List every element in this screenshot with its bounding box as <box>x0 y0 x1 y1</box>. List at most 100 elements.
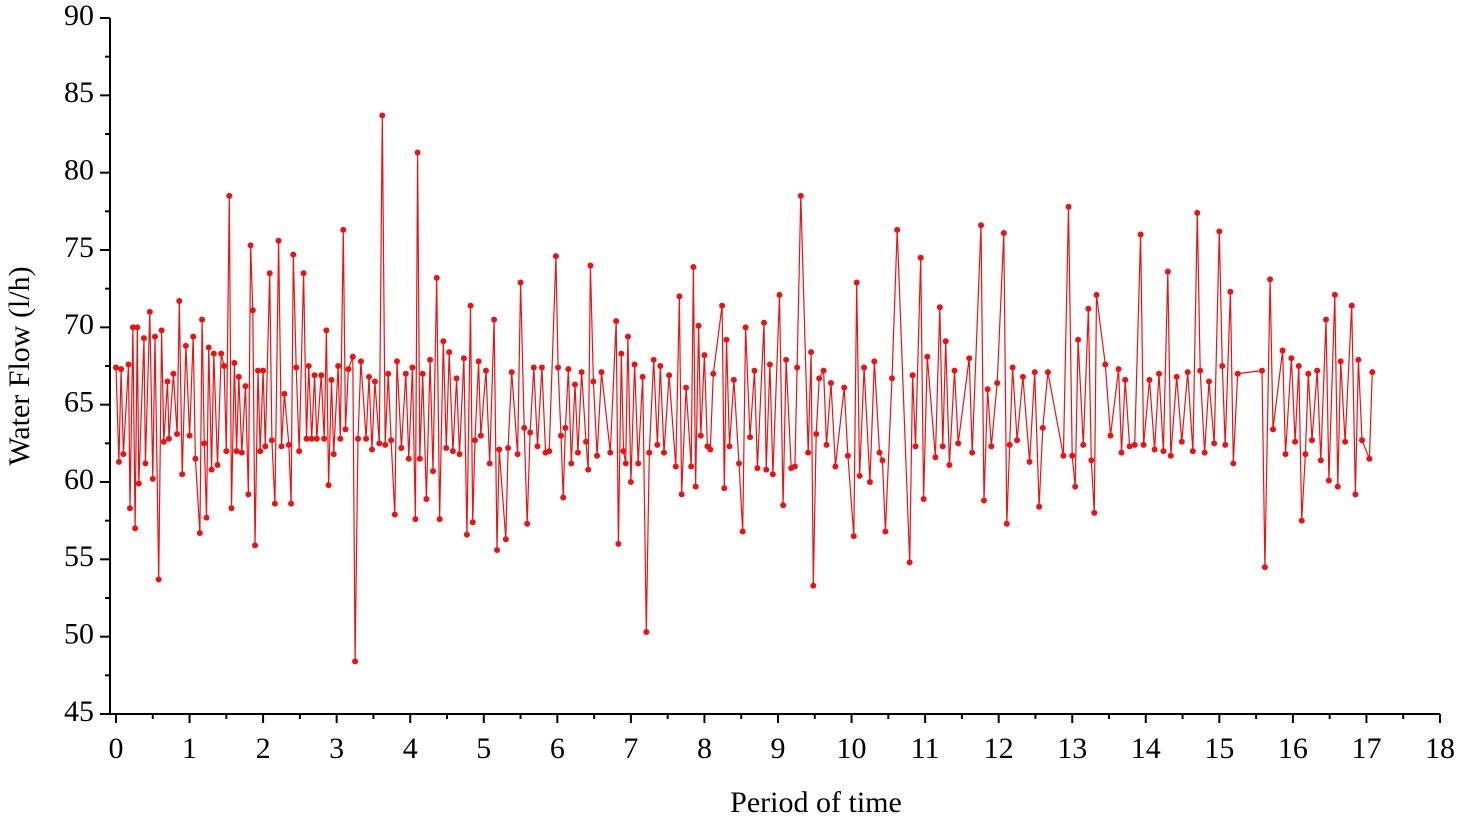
data-point <box>371 378 378 385</box>
data-point <box>379 112 386 119</box>
data-point <box>805 449 812 456</box>
data-point <box>354 435 361 442</box>
x-axis-label: Period of time <box>730 786 902 819</box>
data-point <box>1118 449 1125 456</box>
data-point <box>1107 432 1114 439</box>
data-point <box>1211 440 1218 447</box>
data-point <box>268 437 275 444</box>
x-tick-label: 0 <box>109 732 124 765</box>
x-tick-label: 8 <box>697 732 712 765</box>
data-point <box>690 264 697 271</box>
data-point <box>260 367 267 374</box>
data-point <box>311 372 318 379</box>
x-tick-label: 13 <box>1057 732 1087 765</box>
data-point <box>683 384 690 391</box>
data-point <box>695 322 702 329</box>
data-point <box>894 226 901 233</box>
data-point <box>190 333 197 340</box>
data-point <box>524 520 531 527</box>
data-point <box>1201 449 1208 456</box>
data-point <box>340 226 347 233</box>
data-point <box>726 443 733 450</box>
data-point <box>165 435 172 442</box>
data-point <box>1009 364 1016 371</box>
data-point <box>823 441 830 448</box>
data-point <box>494 547 501 554</box>
data-point <box>639 373 646 380</box>
data-point <box>414 149 421 156</box>
data-point <box>170 370 177 377</box>
y-tick-label: 55 <box>64 540 94 573</box>
data-point <box>1026 458 1033 465</box>
data-point <box>1069 452 1076 459</box>
data-point <box>1031 369 1038 376</box>
data-point <box>676 293 683 300</box>
data-point <box>701 352 708 359</box>
data-point <box>654 441 661 448</box>
data-point <box>739 528 746 535</box>
data-point <box>1131 441 1138 448</box>
data-point <box>980 497 987 504</box>
data-point <box>1036 503 1043 510</box>
data-point <box>419 370 426 377</box>
data-point <box>208 466 215 473</box>
data-point <box>615 540 622 547</box>
data-point <box>226 192 233 199</box>
data-point <box>335 363 342 369</box>
data-point <box>660 449 667 456</box>
data-point <box>388 437 395 444</box>
data-point <box>129 324 136 331</box>
data-point <box>1222 441 1229 448</box>
data-point <box>1039 424 1046 431</box>
data-point <box>1267 276 1274 283</box>
x-tick-label: 15 <box>1204 732 1234 765</box>
data-point <box>951 367 958 374</box>
data-point <box>1167 452 1174 459</box>
data-point <box>643 629 650 636</box>
data-point <box>1115 366 1122 373</box>
data-point <box>1075 336 1082 343</box>
data-point <box>352 658 359 665</box>
data-point <box>776 291 783 298</box>
data-point <box>1317 457 1324 464</box>
data-point <box>247 242 254 249</box>
data-point <box>221 363 228 369</box>
data-point <box>275 237 282 244</box>
data-point <box>1216 228 1223 235</box>
data-point <box>627 479 634 485</box>
data-point <box>305 363 312 369</box>
data-point <box>308 435 315 442</box>
data-point <box>330 451 337 458</box>
data-point <box>527 429 534 436</box>
data-point <box>747 434 754 441</box>
data-point <box>558 432 565 439</box>
data-point <box>427 356 434 363</box>
data-point <box>766 361 773 368</box>
data-point <box>585 466 592 473</box>
data-point <box>692 483 699 490</box>
data-point <box>844 452 851 459</box>
x-tick-label: 5 <box>476 732 491 765</box>
data-point <box>293 364 300 371</box>
data-point <box>1072 483 1079 490</box>
data-point <box>1000 229 1007 236</box>
data-point <box>151 333 158 340</box>
data-point <box>607 449 614 456</box>
data-point <box>126 505 133 512</box>
data-point <box>210 350 217 357</box>
data-point <box>984 386 991 393</box>
data-point <box>942 338 949 345</box>
data-point <box>1234 370 1241 377</box>
y-tick-label: 50 <box>64 618 94 651</box>
data-point <box>491 316 498 323</box>
y-tick-label: 60 <box>64 463 94 496</box>
data-point <box>440 338 447 345</box>
data-point <box>791 463 798 470</box>
data-point <box>710 370 717 377</box>
data-point <box>622 460 629 467</box>
data-point <box>978 222 985 229</box>
data-point <box>1093 291 1100 298</box>
data-point <box>321 435 328 442</box>
data-point <box>861 364 868 371</box>
